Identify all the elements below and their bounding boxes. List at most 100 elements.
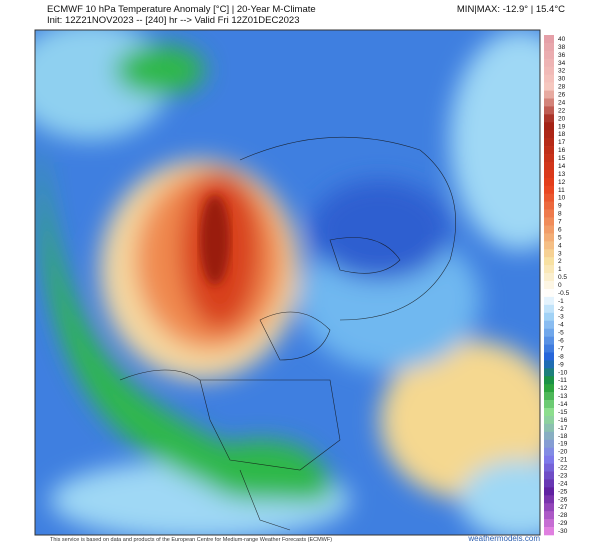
color-swatch: [544, 360, 554, 369]
colorbar-label: -12: [558, 385, 568, 392]
colorbar-label: 14: [558, 163, 566, 170]
colorbar: 4038363432302826242220191817161514131211…: [544, 35, 570, 536]
color-swatch: [544, 400, 554, 409]
color-swatch: [544, 336, 554, 345]
color-swatch: [544, 312, 554, 322]
colorbar-label: -10: [558, 369, 568, 376]
colorbar-label: 34: [558, 60, 566, 67]
color-swatch: [544, 58, 554, 68]
color-swatch: [544, 463, 554, 472]
colorbar-label: 17: [558, 139, 566, 146]
color-swatch: [544, 98, 554, 107]
color-swatch: [544, 265, 554, 274]
colorbar-label: 22: [558, 107, 566, 114]
colorbar-label: -3: [558, 314, 564, 321]
colorbar-label: -28: [558, 512, 568, 519]
color-swatch: [544, 122, 554, 131]
colorbar-label: -8: [558, 353, 564, 360]
title-line: ECMWF 10 hPa Temperature Anomaly [°C] | …: [47, 4, 316, 15]
color-swatch: [544, 106, 554, 115]
colorbar-label: 6: [558, 226, 562, 233]
colorbar-label: -9: [558, 361, 564, 368]
color-swatch: [544, 193, 554, 202]
colorbar-label: 10: [558, 195, 566, 202]
color-swatch: [544, 519, 554, 528]
colorbar-label: 30: [558, 76, 566, 83]
colorbar-label: -0.5: [558, 290, 570, 297]
color-swatch: [544, 138, 554, 147]
color-swatch: [544, 503, 554, 512]
colorbar-label: -19: [558, 441, 568, 448]
color-swatch: [544, 66, 554, 75]
color-swatch: [544, 415, 554, 425]
color-swatch: [544, 296, 554, 306]
colorbar-label: 11: [558, 187, 565, 194]
colorbar-label: -17: [558, 425, 568, 432]
color-swatch: [544, 328, 554, 337]
color-swatch: [544, 527, 554, 536]
color-swatch: [544, 146, 554, 155]
color-swatch: [544, 201, 554, 210]
title-line: Init: 12Z21NOV2023 -- [240] hr --> Valid…: [47, 15, 300, 26]
colorbar-label: 40: [558, 36, 566, 43]
site: weathermodels.com: [467, 534, 540, 543]
color-swatch: [544, 241, 554, 250]
color-swatch: [544, 344, 554, 353]
colorbar-label: 15: [558, 155, 566, 162]
color-swatch: [544, 368, 554, 377]
color-swatch: [544, 82, 554, 91]
color-swatch: [544, 408, 554, 417]
colorbar-label: 32: [558, 68, 566, 75]
colorbar-label: -2: [558, 306, 564, 313]
colorbar-label: -5: [558, 330, 564, 337]
map-frame: [34, 29, 541, 536]
color-swatch: [544, 304, 554, 314]
color-swatch: [544, 273, 554, 282]
color-swatch: [544, 177, 554, 187]
colorbar-label: -7: [558, 345, 564, 352]
colorbar-label: 28: [558, 84, 566, 91]
color-swatch: [544, 455, 554, 464]
color-swatch: [544, 431, 554, 441]
color-swatch: [544, 130, 554, 139]
color-swatch: [544, 487, 554, 496]
color-swatch: [544, 90, 554, 99]
colorbar-label: -20: [558, 449, 568, 456]
color-swatch: [544, 320, 554, 329]
colorbar-label: 36: [558, 52, 566, 59]
color-swatch: [544, 74, 554, 83]
color-swatch: [544, 154, 554, 163]
colorbar-label: 9: [558, 203, 562, 210]
colorbar-label: 4: [558, 242, 562, 249]
color-swatch: [544, 423, 554, 433]
color-swatch: [544, 114, 554, 123]
color-swatch: [544, 169, 554, 179]
colorbar-label: 12: [558, 179, 566, 186]
color-swatch: [544, 50, 554, 60]
colorbar-label: 7: [558, 219, 562, 226]
min-max: MIN|MAX: -12.9° | 15.4°C: [456, 4, 565, 15]
color-swatch: [544, 376, 554, 385]
color-swatch: [544, 233, 554, 242]
color-swatch: [544, 352, 554, 361]
colorbar-label: -30: [558, 528, 568, 535]
color-swatch: [544, 281, 554, 290]
colorbar-label: 13: [558, 171, 566, 178]
colorbar-label: -18: [558, 433, 568, 440]
color-swatch: [544, 495, 554, 504]
color-swatch: [544, 511, 554, 520]
color-swatch: [544, 209, 554, 218]
color-swatch: [544, 384, 554, 393]
credit: This service is based on data and produc…: [50, 537, 332, 543]
colorbar-label: -24: [558, 480, 568, 487]
color-swatch: [544, 288, 554, 298]
colorbar-label: 1: [558, 266, 562, 273]
colorbar-label: -15: [558, 409, 568, 416]
color-swatch: [544, 161, 554, 171]
colorbar-label: -27: [558, 504, 568, 511]
colorbar-label: -6: [558, 338, 564, 345]
colorbar-label: 0.5: [558, 274, 567, 281]
colorbar-label: -21: [558, 457, 568, 464]
color-swatch: [544, 257, 554, 266]
